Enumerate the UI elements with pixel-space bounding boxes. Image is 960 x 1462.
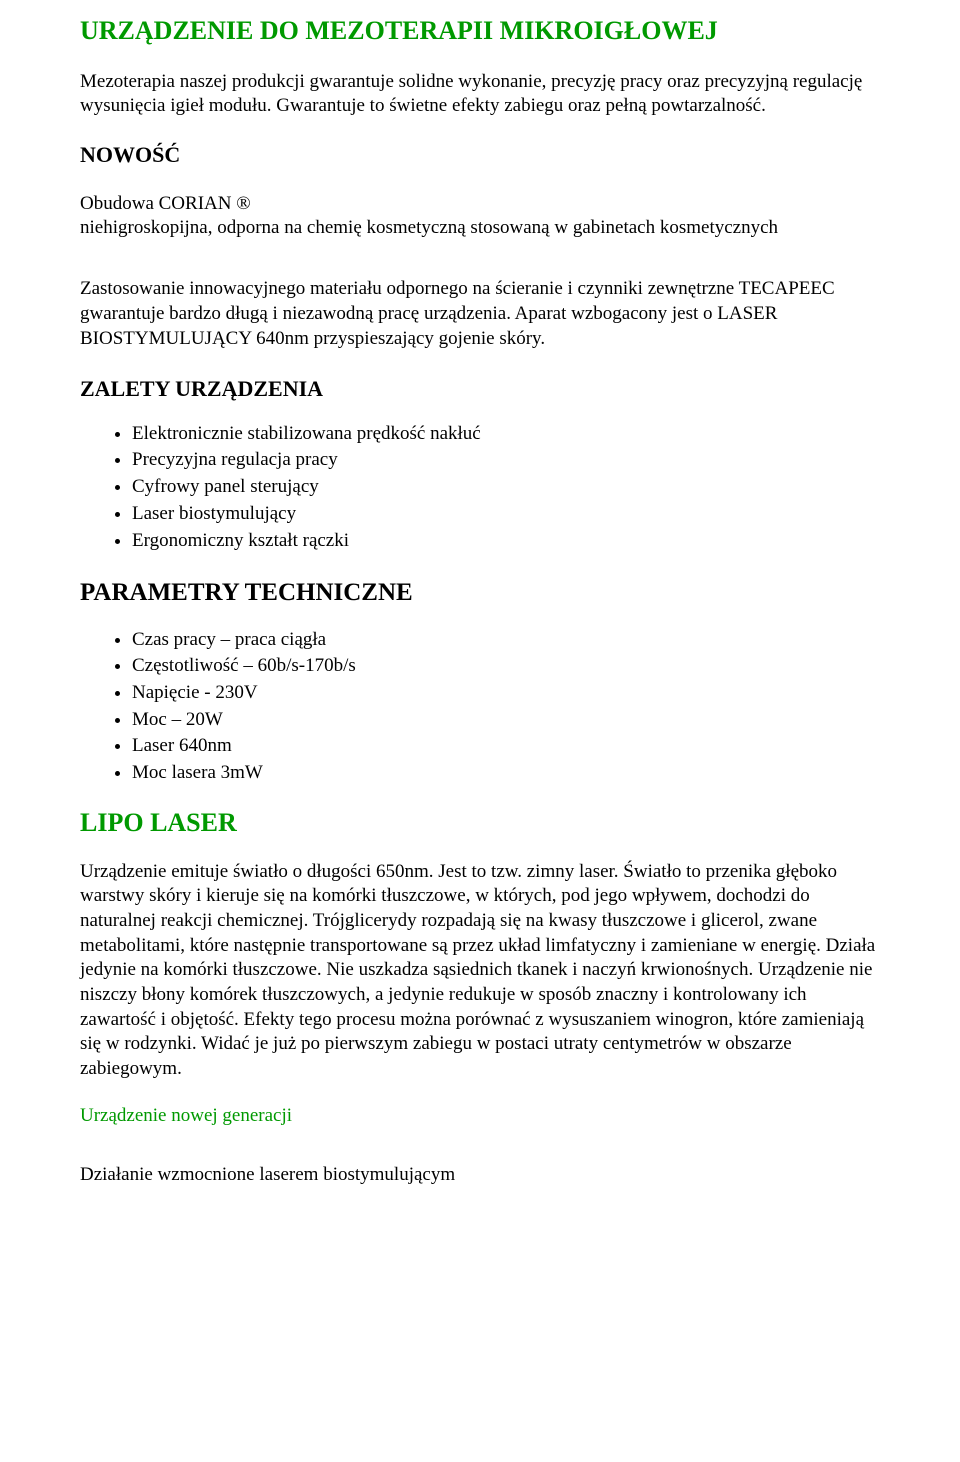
zalety-list: Elektronicznie stabilizowana prędkość na… (80, 422, 880, 553)
lipo-sub2: Działanie wzmocnione laserem biostymuluj… (80, 1163, 880, 1188)
list-item: Moc lasera 3mW (132, 761, 880, 786)
list-item: Czas pracy – praca ciągła (132, 628, 880, 653)
nowosc-paragraph-2: Zastosowanie innowacyjnego materiału odp… (80, 277, 880, 351)
list-item: Napięcie - 230V (132, 681, 880, 706)
list-item: Elektronicznie stabilizowana prędkość na… (132, 422, 880, 447)
params-list: Czas pracy – praca ciągła Częstotliwość … (80, 628, 880, 786)
list-item: Precyzyjna regulacja pracy (132, 448, 880, 473)
lipo-title: LIPO LASER (80, 806, 880, 840)
mezoterapia-title: URZĄDZENIE DO MEZOTERAPII MIKROIGŁOWEJ (80, 14, 880, 48)
zalety-heading: ZALETY URZĄDZENIA (80, 375, 880, 404)
list-item: Laser biostymulujący (132, 502, 880, 527)
list-item: Cyfrowy panel sterujący (132, 475, 880, 500)
list-item: Laser 640nm (132, 734, 880, 759)
lipo-intro: Urządzenie emituje światło o długości 65… (80, 860, 880, 1082)
params-heading: PARAMETRY TECHNICZNE (80, 577, 880, 610)
mezoterapia-intro: Mezoterapia naszej produkcji gwarantuje … (80, 70, 880, 119)
list-item: Moc – 20W (132, 708, 880, 733)
lipo-sub1: Urządzenie nowej generacji (80, 1104, 880, 1129)
nowosc-paragraph-1: Obudowa CORIAN ® niehigroskopijna, odpor… (80, 192, 880, 241)
nowosc-label: NOWOŚĆ (80, 141, 880, 170)
list-item: Częstotliwość – 60b/s-170b/s (132, 654, 880, 679)
list-item: Ergonomiczny kształt rączki (132, 529, 880, 554)
